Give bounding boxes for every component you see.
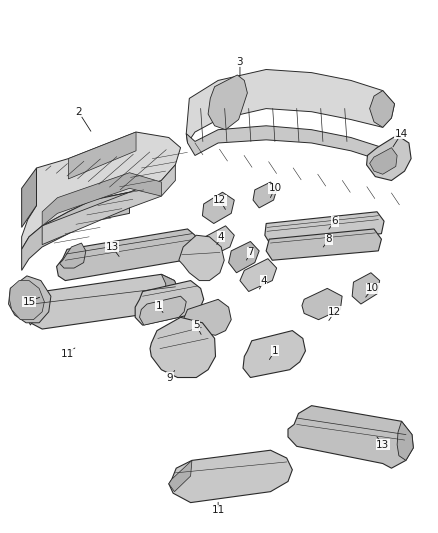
Polygon shape (352, 273, 380, 304)
Polygon shape (243, 330, 305, 377)
Polygon shape (367, 135, 411, 181)
Polygon shape (21, 192, 130, 270)
Text: 8: 8 (326, 234, 332, 244)
Text: 14: 14 (395, 128, 408, 139)
Text: 6: 6 (332, 216, 338, 226)
Polygon shape (60, 243, 86, 268)
Polygon shape (253, 182, 277, 208)
Polygon shape (161, 274, 179, 312)
Polygon shape (140, 296, 186, 325)
Polygon shape (302, 288, 342, 320)
Polygon shape (42, 165, 175, 245)
Text: 3: 3 (237, 56, 243, 67)
Polygon shape (202, 192, 234, 223)
Text: 13: 13 (106, 242, 119, 252)
Polygon shape (57, 229, 197, 280)
Text: 1: 1 (272, 346, 278, 356)
Polygon shape (266, 229, 381, 260)
Polygon shape (370, 91, 395, 127)
Polygon shape (265, 212, 384, 245)
Polygon shape (169, 450, 292, 503)
Text: 7: 7 (247, 247, 254, 257)
Text: 11: 11 (212, 505, 225, 515)
Polygon shape (182, 300, 231, 335)
Polygon shape (150, 317, 215, 377)
Text: 2: 2 (75, 107, 82, 117)
Text: 12: 12 (213, 195, 226, 205)
Polygon shape (397, 421, 413, 461)
Polygon shape (10, 280, 44, 320)
Text: 15: 15 (22, 297, 36, 306)
Text: 1: 1 (155, 301, 162, 311)
Text: 5: 5 (193, 320, 200, 330)
Text: 4: 4 (260, 276, 267, 286)
Polygon shape (229, 241, 259, 273)
Polygon shape (21, 168, 36, 228)
Text: 9: 9 (167, 373, 173, 383)
Polygon shape (186, 69, 395, 143)
Polygon shape (42, 173, 161, 226)
Polygon shape (26, 274, 179, 329)
Polygon shape (135, 280, 204, 325)
Polygon shape (208, 75, 247, 130)
Polygon shape (370, 148, 397, 174)
Polygon shape (179, 235, 224, 280)
Polygon shape (68, 132, 136, 179)
Polygon shape (21, 132, 180, 249)
Polygon shape (202, 226, 234, 257)
Text: 13: 13 (376, 440, 389, 450)
Text: 10: 10 (366, 284, 379, 293)
Polygon shape (288, 406, 413, 468)
Polygon shape (169, 461, 192, 491)
Polygon shape (240, 259, 277, 292)
Text: 10: 10 (268, 183, 282, 193)
Text: 11: 11 (60, 349, 74, 359)
Polygon shape (26, 292, 42, 325)
Polygon shape (186, 126, 392, 171)
Text: 12: 12 (328, 307, 341, 317)
Polygon shape (9, 276, 51, 323)
Text: 4: 4 (218, 232, 225, 242)
